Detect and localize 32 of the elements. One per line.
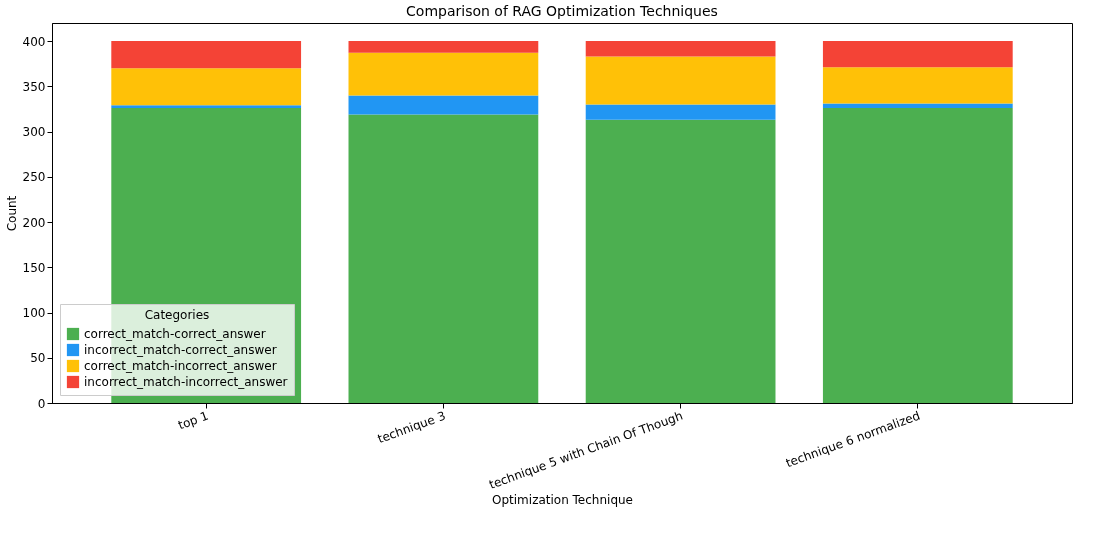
y-tick-label: 350 [22,79,46,94]
legend-label: correct_match-incorrect_answer [84,359,277,373]
bar [585,104,776,120]
chart-title: Comparison of RAG Optimization Techniques [406,3,718,19]
bar [585,41,776,57]
y-tick-label: 100 [22,306,46,321]
y-tick-label: 200 [22,215,46,230]
bar [348,52,539,96]
bar [111,68,302,106]
bar [348,95,539,115]
legend-title: Categories [144,308,210,322]
y-tick-label: 300 [22,125,46,140]
bar [111,41,302,69]
bar [111,105,302,109]
legend-label: incorrect_match-correct_answer [84,343,277,357]
y-tick-label: 400 [22,34,46,49]
y-tick-label: 150 [22,260,46,275]
y-tick-label: 250 [22,170,46,185]
legend-label: incorrect_match-incorrect_answer [84,375,288,389]
bar [822,41,1013,68]
bar [348,114,539,403]
bar [822,67,1013,104]
x-tick-label: top 1 [176,408,211,433]
bar [348,41,539,53]
y-axis-title: Count [4,195,19,232]
y-tick-label: 0 [37,396,46,411]
bar [585,119,776,403]
x-axis-title: Optimization Technique [492,492,633,507]
legend-label: correct_match-correct_answer [84,327,266,341]
bar [585,56,776,105]
y-tick-label: 50 [30,351,46,366]
bar [822,108,1013,403]
